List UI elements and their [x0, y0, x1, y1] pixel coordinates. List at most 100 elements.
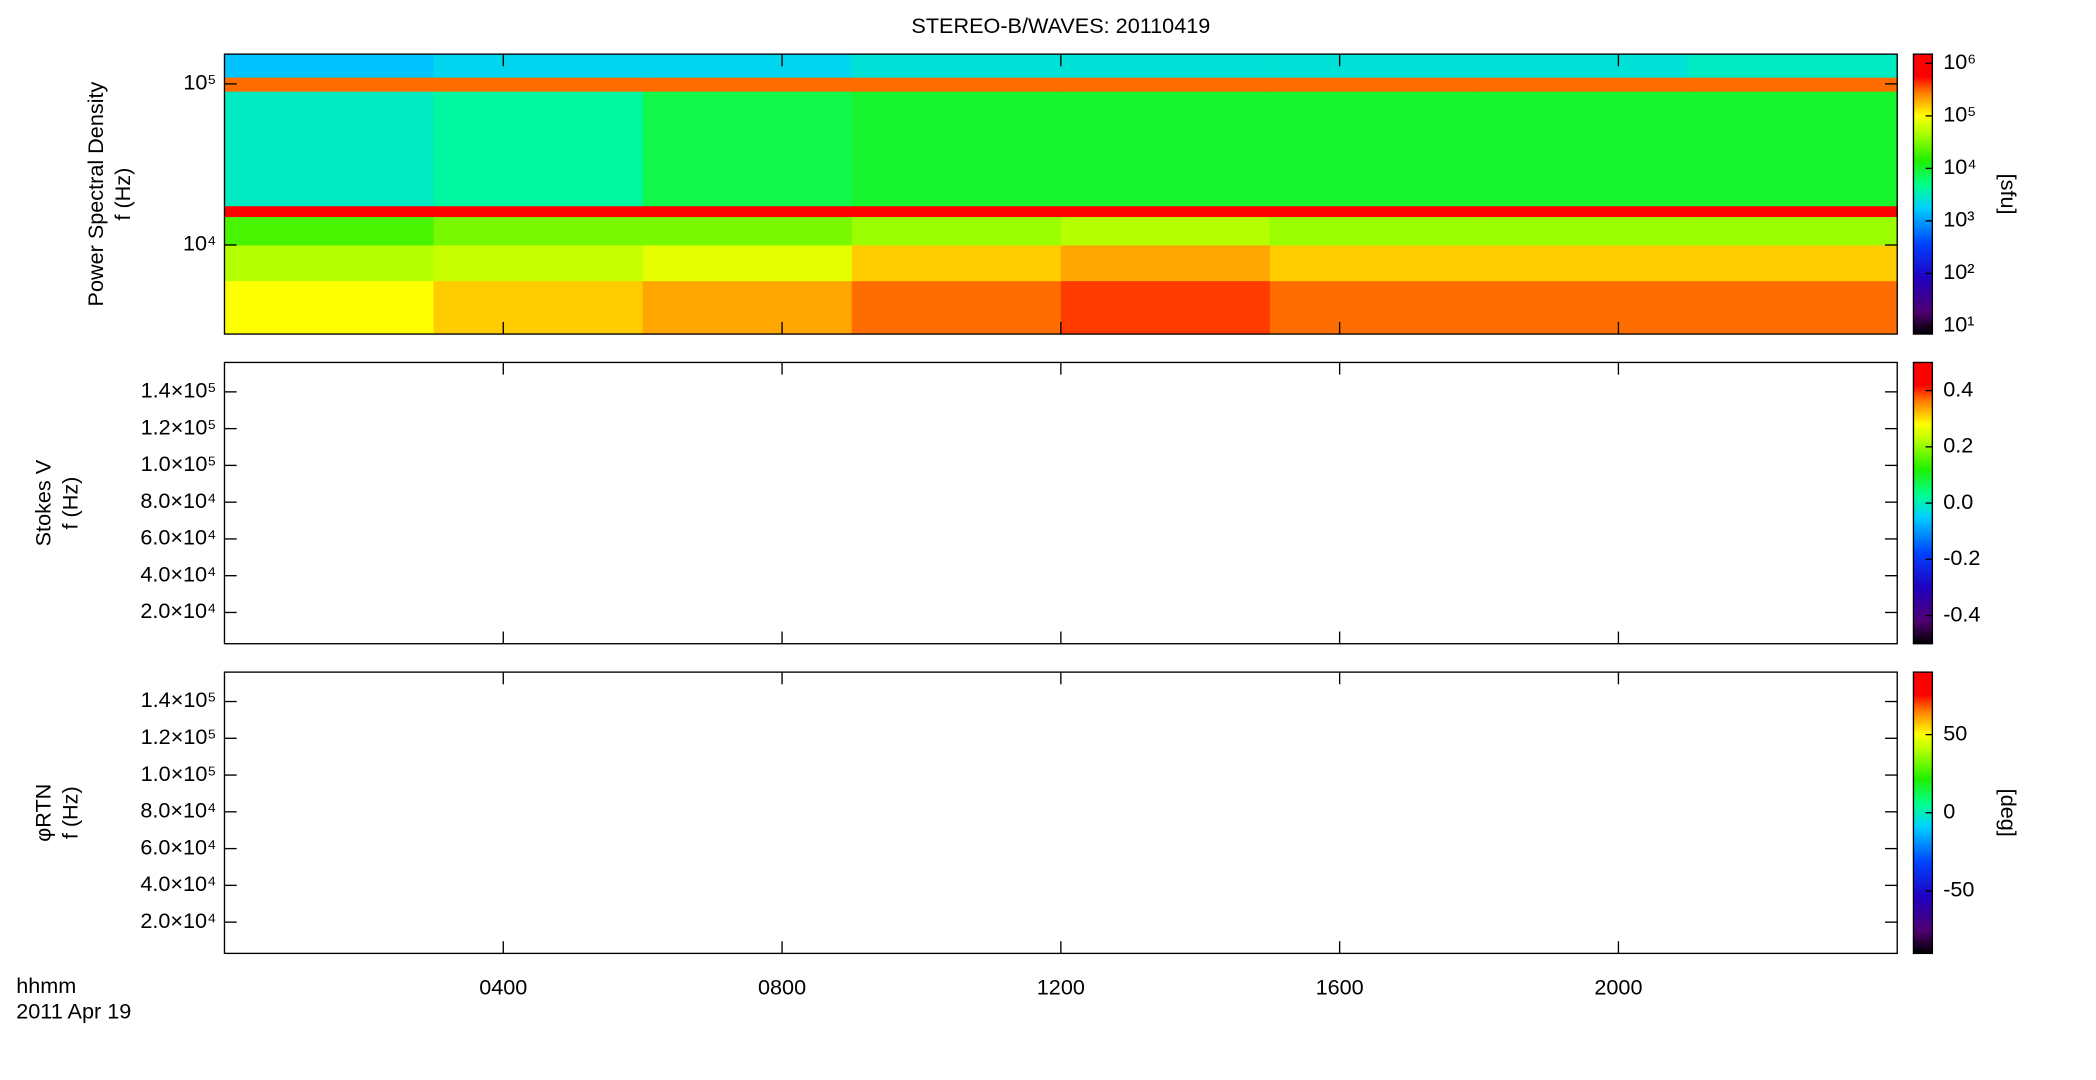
heatmap-cell: [1060, 280, 1271, 335]
heatmap-cell: [642, 216, 853, 246]
heatmap-cell: [1479, 91, 1689, 207]
y-axis-label: f (Hz): [57, 786, 82, 839]
heatmap-cell: [1688, 205, 1898, 218]
x-tick-label: 1600: [1316, 974, 1364, 999]
heatmap-cell: [642, 77, 853, 92]
heatmap-cell: [1269, 91, 1480, 207]
x-tick-label: 0800: [758, 974, 806, 999]
heatmap-cell: [1688, 280, 1898, 335]
heatmap-cell: [1269, 54, 1480, 78]
heatmap-cell: [224, 244, 435, 282]
y-axis-label: f (Hz): [110, 168, 135, 221]
y-axis-label: f (Hz): [57, 477, 82, 530]
y-tick-label: 4.0×10⁴: [140, 561, 216, 586]
heatmap-cell: [433, 244, 644, 282]
heatmap-cell: [1060, 77, 1271, 92]
y-tick-label: 4.0×10⁴: [140, 871, 216, 896]
heatmap-cell: [851, 216, 1062, 246]
heatmap-cell: [1688, 54, 1898, 78]
colorbar-tick-label: 10¹: [1943, 312, 1974, 337]
heatmap-cell: [224, 280, 435, 335]
y-tick-label: 6.0×10⁴: [140, 834, 216, 859]
heatmap-cell: [851, 91, 1062, 207]
heatmap-cell: [433, 216, 644, 246]
heatmap-cell: [1269, 216, 1480, 246]
y-tick-label: 6.0×10⁴: [140, 525, 216, 550]
x-axis-label: hhmm: [16, 973, 76, 998]
x-tick-label: 0400: [479, 974, 527, 999]
heatmap-cell: [224, 216, 435, 246]
colorbar-tick-label: 0.4: [1943, 376, 1973, 401]
heatmap-cell: [642, 244, 853, 282]
heatmap-cell: [1479, 216, 1689, 246]
heatmap-cell: [642, 205, 853, 218]
colorbar-label: [deg]: [1996, 789, 2021, 837]
colorbar-tick-label: 50: [1943, 720, 1967, 745]
colorbar: [1912, 53, 1934, 335]
heatmap-cell: [1060, 244, 1271, 282]
heatmap-cell: [851, 77, 1062, 92]
y-tick-label: 1.4×10⁵: [141, 687, 217, 712]
heatmap-cell: [1060, 216, 1271, 246]
plot-frame: [223, 671, 1898, 955]
heatmap-cell: [1688, 91, 1898, 207]
heatmap-cell: [1479, 205, 1689, 218]
heatmap-cell: [433, 77, 644, 92]
heatmap-cell: [224, 91, 435, 207]
heatmap-cell: [642, 91, 853, 207]
heatmap-cell: [1060, 91, 1271, 207]
colorbar-tick-label: 10³: [1943, 207, 1974, 232]
heatmap-cell: [433, 91, 644, 207]
plot-frame: [223, 361, 1898, 645]
y-tick-label: 2.0×10⁴: [140, 908, 216, 933]
heatmap-cell: [433, 280, 644, 335]
y-axis-label: φRTN: [30, 784, 55, 842]
heatmap-cell: [1688, 77, 1898, 92]
heatmap-cell: [1688, 216, 1898, 246]
heatmap-cell: [1060, 54, 1271, 78]
x-tick-label: 2000: [1594, 974, 1642, 999]
y-tick-label: 8.0×10⁴: [140, 798, 216, 823]
y-tick-label: 1.2×10⁵: [141, 414, 217, 439]
heatmap-cell: [224, 205, 435, 218]
y-tick-label: 1.0×10⁵: [141, 761, 217, 786]
colorbar-tick-label: 10⁶: [1943, 49, 1976, 74]
y-tick-label: 10⁴: [183, 231, 216, 256]
heatmap-cell: [642, 54, 853, 78]
y-axis-label: Power Spectral Density: [83, 82, 108, 307]
heatmap-cell: [433, 205, 644, 218]
heatmap-cell: [851, 244, 1062, 282]
colorbar-tick-label: -0.2: [1943, 545, 1980, 570]
heatmap-cell: [433, 54, 644, 78]
heatmap-cell: [1269, 280, 1480, 335]
heatmap-cell: [851, 205, 1062, 218]
heatmap-cell: [1479, 54, 1689, 78]
y-tick-label: 8.0×10⁴: [140, 488, 216, 513]
heatmap-cell: [224, 54, 435, 78]
y-tick-label: 1.4×10⁵: [141, 378, 217, 403]
colorbar-tick-label: -0.4: [1943, 601, 1980, 626]
y-tick-label: 1.0×10⁵: [141, 451, 217, 476]
colorbar-tick-label: 10⁵: [1943, 102, 1976, 127]
colorbar-tick-label: 0.2: [1943, 433, 1973, 458]
heatmap-cell: [642, 280, 853, 335]
x-axis-label: 2011 Apr 19: [16, 999, 131, 1024]
y-axis-label: Stokes V: [30, 459, 55, 546]
heatmap-cell: [1060, 205, 1271, 218]
heatmap-cell: [1269, 205, 1480, 218]
heatmap-cell: [1479, 244, 1689, 282]
colorbar-tick-label: 10⁴: [1943, 154, 1976, 179]
x-tick-label: 1200: [1037, 974, 1085, 999]
y-tick-label: 1.2×10⁵: [141, 724, 217, 749]
y-tick-label: 2.0×10⁴: [140, 598, 216, 623]
heatmap-cell: [1479, 280, 1689, 335]
heatmap-cell: [224, 77, 435, 92]
colorbar-tick-label: 10²: [1943, 259, 1974, 284]
heatmap-cell: [1688, 244, 1898, 282]
colorbar-tick-label: 0.0: [1943, 489, 1973, 514]
heatmap-cell: [851, 280, 1062, 335]
heatmap-cell: [1269, 244, 1480, 282]
heatmap-cell: [851, 54, 1062, 78]
